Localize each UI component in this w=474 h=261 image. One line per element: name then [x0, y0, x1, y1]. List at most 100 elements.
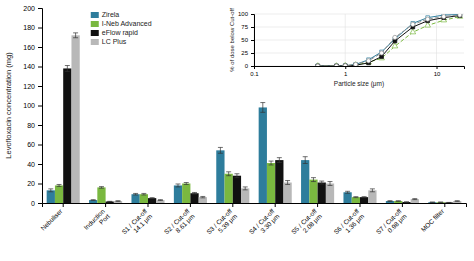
legend-label: LC Plus: [102, 38, 127, 45]
line: [318, 15, 460, 66]
tick: S1 / Cut-off14.1 μm: [120, 203, 154, 241]
tick-label: S4 / Cut-off3.30 μm: [247, 207, 281, 241]
tick-label: 100: [23, 102, 35, 109]
tick: 0: [31, 200, 42, 207]
grid-line: [254, 53, 464, 54]
error-bar: [370, 189, 375, 192]
bar: [283, 183, 291, 203]
chart: 020406080100120140160180200NebuliserIndu…: [0, 0, 474, 261]
tick-mark: [251, 53, 254, 54]
bar: [106, 202, 114, 203]
tick-mark: [275, 203, 276, 207]
tick-label: 1: [344, 71, 348, 77]
bar-series: [47, 103, 437, 203]
bar: [445, 202, 453, 203]
tick: S7 / Cut-off0.98 μm: [375, 203, 409, 241]
tick-label-line: 8.61 μm: [174, 212, 196, 234]
legend: ZirelaI-Neb AdvancedeFlow rapidLC Plus: [91, 11, 152, 45]
bar: [402, 202, 410, 203]
bar: [428, 202, 436, 203]
tick-mark: [38, 47, 42, 48]
error-bar: [150, 197, 155, 199]
tick-label-line: 5.39 μm: [217, 212, 239, 234]
bar: [190, 193, 198, 203]
bar: [131, 194, 139, 203]
error-bar: [57, 184, 62, 186]
grid-line: [254, 27, 464, 28]
tick: S4 / Cut-off3.30 μm: [247, 203, 281, 241]
error-bar: [176, 184, 181, 187]
tick: 0.1: [250, 66, 259, 77]
axis-title: % of dose below Cut-off: [229, 8, 235, 72]
legend-swatch: [91, 21, 99, 27]
tick: MOC filter: [419, 203, 445, 233]
tick: S6 / Cut-off1.36 μm: [332, 203, 366, 241]
bar: [233, 176, 241, 203]
error-bar: [192, 192, 197, 194]
tick: 10: [434, 66, 441, 77]
tick-mark: [148, 203, 149, 207]
error-bar: [158, 199, 163, 201]
marker: [379, 51, 383, 55]
tick-mark: [402, 203, 403, 207]
marker: [426, 17, 430, 21]
marker: [334, 64, 338, 66]
error-bar: [285, 181, 290, 185]
bar: [97, 187, 105, 203]
error-bar: [277, 158, 282, 163]
legend-swatch: [91, 39, 99, 45]
error-bar: [65, 66, 70, 72]
tick: S5 / Cut-off2.08 μm: [290, 203, 324, 241]
tick-mark: [360, 203, 361, 207]
tick-mark: [38, 28, 42, 29]
marker: [315, 63, 321, 66]
bar-series: [63, 66, 453, 203]
error-bar: [430, 202, 435, 203]
tick-mark: [105, 203, 106, 207]
tick: S3 / Cut-off5.39 μm: [205, 203, 239, 241]
tick-label: 60: [27, 141, 35, 148]
legend-item: LC Plus: [91, 38, 127, 45]
bar: [259, 107, 267, 203]
bar: [386, 201, 394, 203]
tick-label: 140: [23, 63, 35, 70]
tick-label: MOC filter: [419, 207, 445, 233]
error-bar: [184, 183, 189, 185]
tick-label: S1 / Cut-off14.1 μm: [120, 207, 154, 241]
tick: 25: [241, 50, 254, 56]
tick-mark: [38, 125, 42, 126]
tick-label: 75: [241, 24, 248, 30]
tick: 100: [238, 11, 254, 17]
tick: 200: [23, 5, 42, 12]
marker: [354, 63, 358, 66]
bar-series: [71, 33, 461, 203]
tick: InductionPort: [82, 203, 111, 236]
bar: [148, 198, 156, 203]
tick-label: 0.1: [250, 71, 259, 77]
bar: [368, 190, 376, 203]
error-bar: [141, 193, 146, 195]
error-bar: [303, 157, 308, 164]
tick: 60: [27, 141, 42, 148]
tick-mark: [317, 203, 318, 207]
tick-mark: [38, 145, 42, 146]
bar: [114, 201, 122, 203]
error-bar: [328, 182, 333, 186]
bar: [301, 160, 309, 203]
marker: [342, 62, 348, 66]
legend-item: I-Neb Advanced: [91, 20, 152, 27]
bar: [216, 150, 224, 203]
bar: [174, 185, 182, 203]
legend-swatch: [91, 12, 99, 18]
tick-label: S5 / Cut-off2.08 μm: [290, 207, 324, 241]
error-bar: [438, 202, 443, 203]
tick-mark: [63, 203, 64, 207]
tick-label-line: 0.98 μm: [386, 212, 408, 234]
axis: NebuliserInductionPortS1 / Cut-off14.1 μ…: [39, 203, 466, 241]
error-bar: [412, 198, 417, 200]
tick-label: 180: [23, 24, 35, 31]
bar: [453, 201, 461, 203]
marker: [354, 62, 358, 66]
tick-label-line: 1.36 μm: [344, 212, 366, 234]
error-bar: [311, 178, 316, 182]
